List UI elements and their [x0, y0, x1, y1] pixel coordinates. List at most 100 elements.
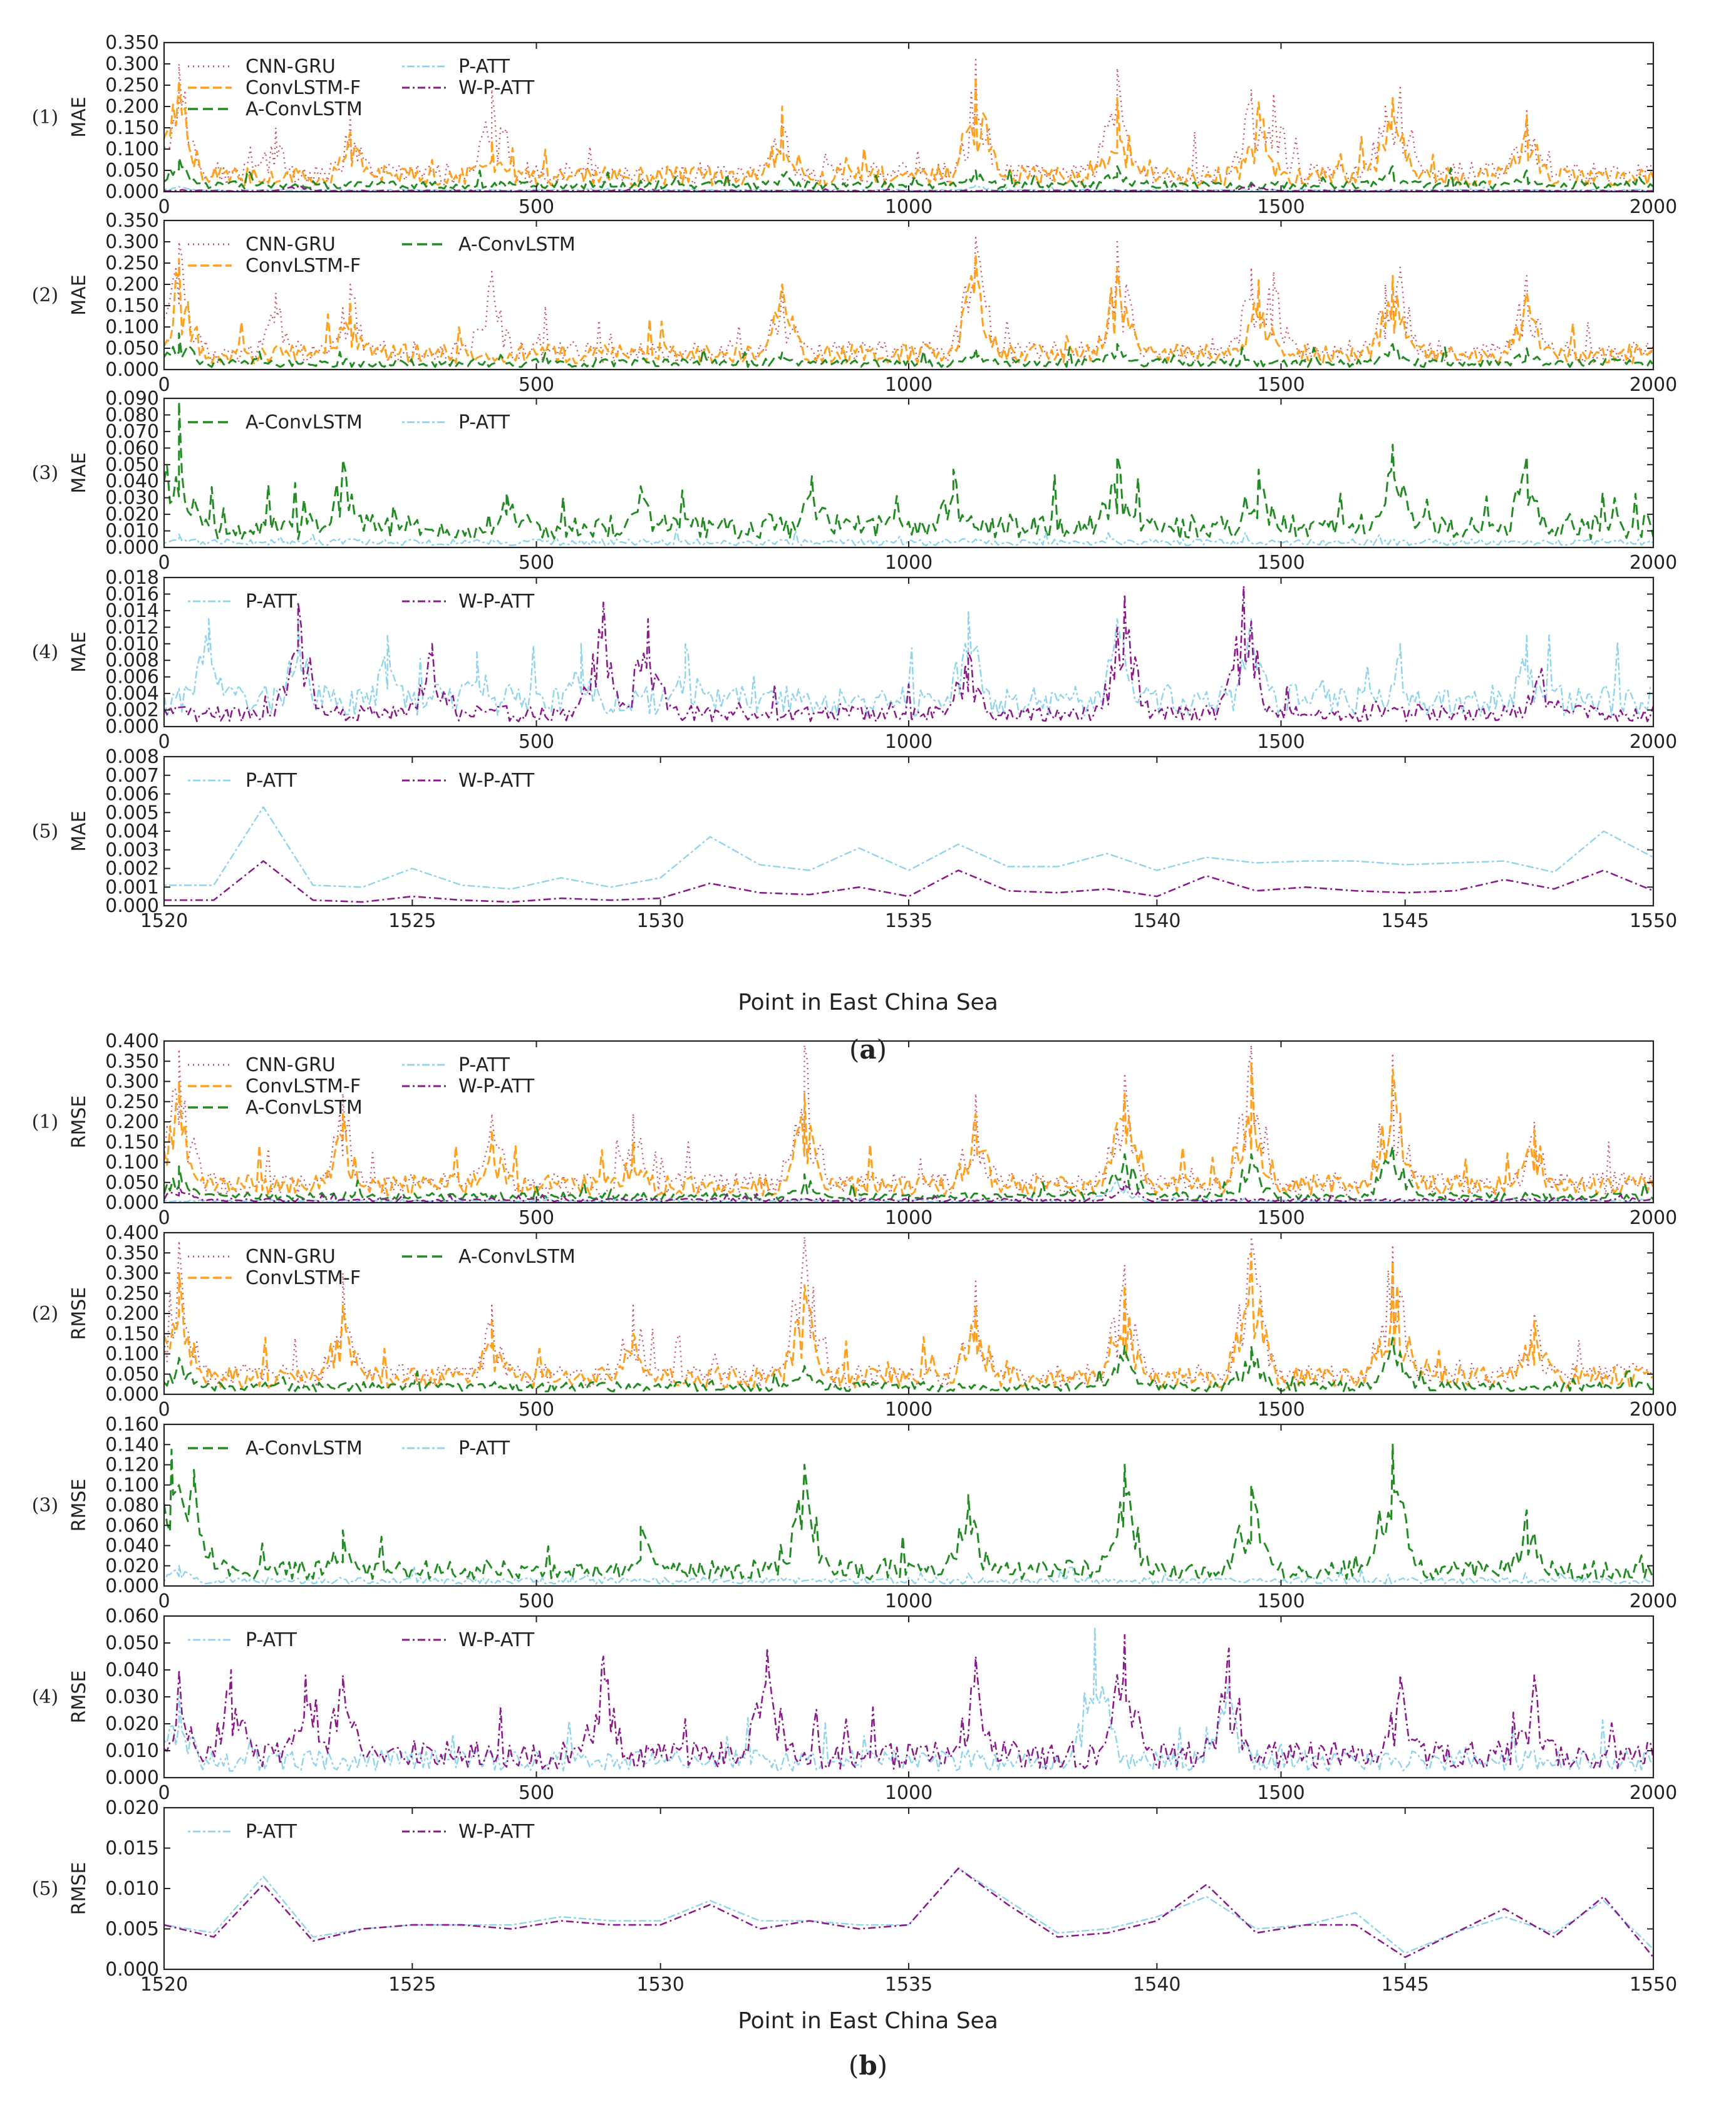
- x-tick-label: 1000: [885, 731, 933, 753]
- plot-frame: [163, 1423, 1655, 1587]
- y-tick-label: 0.200: [105, 274, 159, 296]
- y-tick-label: 0.300: [105, 53, 159, 75]
- legend-label-convlstm-f: ConvLSTM-F: [245, 1267, 361, 1289]
- y-tick-label: 0.400: [105, 1030, 159, 1052]
- x-tick-label: 1000: [885, 196, 933, 218]
- y-axis-label: MAE: [68, 96, 90, 137]
- x-tick-label: 0: [158, 1207, 170, 1229]
- x-tick-label: 2000: [1630, 1399, 1677, 1421]
- y-tick-label: 0.100: [105, 138, 159, 160]
- y-tick-label: 0.150: [105, 1131, 159, 1153]
- series-group: [164, 1236, 1653, 1392]
- y-axis-label: RMSE: [68, 1671, 90, 1724]
- y-tick-label: 0.020: [105, 1713, 159, 1735]
- y-tick-label: 0.000: [105, 1384, 159, 1406]
- x-tick-label: 500: [519, 1399, 554, 1421]
- y-tick-label: 0.001: [105, 876, 159, 898]
- x-tick-label: 2000: [1630, 196, 1677, 218]
- plot-frame: [163, 755, 1655, 907]
- legend-label-a-convlstm: A-ConvLSTM: [245, 412, 363, 433]
- x-tick-label: 1500: [1257, 374, 1305, 396]
- y-tick-label: 0.016: [105, 583, 159, 605]
- x-tick-label: 0: [158, 1590, 170, 1612]
- x-tick-label: 500: [519, 1207, 554, 1229]
- y-tick-label: 0.080: [105, 1495, 159, 1516]
- y-tick-label: 0.000: [105, 537, 159, 559]
- x-tick-label: 1530: [636, 910, 684, 932]
- y-tick-label: 0.350: [105, 32, 159, 54]
- y-tick-label: 0.150: [105, 1323, 159, 1345]
- x-tick-label: 1520: [140, 910, 188, 932]
- legend-label-w-p-att: W-P-ATT: [458, 77, 535, 99]
- legend-label-p-att: P-ATT: [458, 1438, 510, 1459]
- x-tick-label: 2000: [1630, 374, 1677, 396]
- legend-label-w-p-att: W-P-ATT: [458, 770, 535, 792]
- y-tick-label: 0.300: [105, 231, 159, 253]
- y-tick-label: 0.350: [105, 210, 159, 232]
- x-tick-label: 500: [519, 1590, 554, 1612]
- series-line-a-convlstm: [164, 1145, 1653, 1201]
- series-group: [164, 806, 1653, 903]
- panel-label: (3): [32, 462, 59, 484]
- legend-label-cnn-gru: CNN-GRU: [245, 1246, 336, 1268]
- panel-label: (2): [32, 1303, 59, 1325]
- legend-label-a-convlstm: A-ConvLSTM: [245, 98, 363, 120]
- y-tick-label: 0.003: [105, 839, 159, 861]
- y-tick-label: 0.014: [105, 600, 159, 622]
- panel-label: (4): [32, 1686, 59, 1708]
- y-tick-label: 0.030: [105, 487, 159, 509]
- y-tick-label: 0.007: [105, 765, 159, 787]
- y-axis-label: RMSE: [68, 1862, 90, 1915]
- x-tick-label: 1000: [885, 1782, 933, 1804]
- x-tick-label: 1500: [1257, 1207, 1305, 1229]
- y-tick-label: 0.005: [105, 1919, 159, 1941]
- panel-b-2: 0.0000.0500.1000.1500.2000.2500.3000.350…: [32, 1222, 1677, 1421]
- series-line-a-convlstm: [164, 1443, 1653, 1581]
- y-tick-label: 0.010: [105, 521, 159, 542]
- y-tick-label: 0.002: [105, 700, 159, 722]
- x-tick-label: 2000: [1630, 552, 1677, 574]
- panel-b-4: 0.000 0.010 0.020 0.030 0.040 0.050 0.060 0 500 1…: [32, 1605, 1677, 1804]
- y-tick-label: 0.140: [105, 1434, 159, 1456]
- y-tick-label: 0.250: [105, 75, 159, 96]
- x-tick-label: 1500: [1257, 1399, 1305, 1421]
- legend-label-p-att: P-ATT: [458, 412, 510, 433]
- x-tick-label: 1000: [885, 1207, 933, 1229]
- legend-label-convlstm-f: ConvLSTM-F: [245, 255, 361, 277]
- x-tick-label: 1525: [388, 910, 436, 932]
- legend-label-a-convlstm: A-ConvLSTM: [458, 1246, 576, 1268]
- panel-label: (3): [32, 1495, 59, 1516]
- x-tick-label: 0: [158, 196, 170, 218]
- y-tick-label: 0.200: [105, 1111, 159, 1133]
- y-axis-label: RMSE: [68, 1096, 90, 1149]
- x-tick-label: 500: [519, 196, 554, 218]
- y-axis-label: MAE: [68, 811, 90, 851]
- legend-label-a-convlstm: A-ConvLSTM: [245, 1438, 363, 1459]
- panel-label: (2): [32, 284, 59, 306]
- y-tick-label: 0.008: [105, 746, 159, 768]
- y-tick-label: 0.040: [105, 1659, 159, 1681]
- y-tick-label: 0.250: [105, 252, 159, 274]
- y-tick-label: 0.050: [105, 1172, 159, 1194]
- x-tick-label: 1540: [1133, 1974, 1181, 1996]
- x-tick-label: 1000: [885, 552, 933, 574]
- y-tick-label: 0.000: [105, 359, 159, 381]
- series-line-convlstm-f: [164, 75, 1653, 187]
- x-tick-label: 2000: [1630, 1590, 1677, 1612]
- panel-label: (5): [32, 821, 59, 842]
- legend-label-cnn-gru: CNN-GRU: [245, 234, 336, 256]
- series-line-w-p-att: [164, 860, 1653, 903]
- series-line-convlstm-f: [164, 1251, 1653, 1389]
- series-line-p-att: [164, 529, 1653, 546]
- legend-label-p-att: P-ATT: [458, 1054, 510, 1076]
- x-tick-label: 1530: [636, 1974, 684, 1996]
- x-tick-label: 0: [158, 374, 170, 396]
- y-tick-label: 0.008: [105, 650, 159, 671]
- x-tick-label: 1550: [1630, 1974, 1677, 1996]
- x-tick-label: 1500: [1257, 552, 1305, 574]
- legend-label-cnn-gru: CNN-GRU: [245, 56, 336, 78]
- x-tick-label: 2000: [1630, 731, 1677, 753]
- legend-label-convlstm-f: ConvLSTM-F: [245, 1075, 361, 1097]
- x-tick-label: 1500: [1257, 731, 1305, 753]
- y-tick-label: 0.100: [105, 1152, 159, 1174]
